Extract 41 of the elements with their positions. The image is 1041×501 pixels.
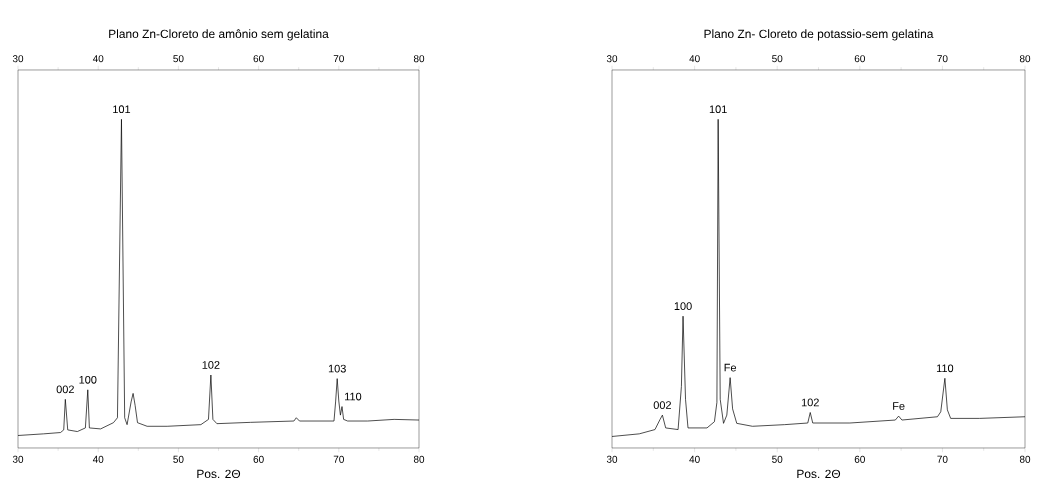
x2-tick-label: 50 (173, 55, 184, 63)
x2-tick-label: 70 (937, 55, 948, 63)
x-tick-label: 40 (689, 455, 700, 463)
chart-title: Plano Zn- Cloreto de potassio-sem gelatina (704, 29, 934, 41)
x-tick-label: 80 (413, 455, 425, 463)
x2-tick-label: 50 (772, 55, 783, 63)
x2-tick-label: 30 (12, 55, 24, 63)
annotation: 110 (345, 392, 362, 401)
annotation: 002 (56, 385, 74, 394)
x-tick-label: 70 (937, 455, 948, 463)
x-tick-label: 80 (1019, 455, 1031, 463)
x2-tick-label: 30 (606, 55, 618, 63)
x-tick-label: 50 (772, 455, 783, 463)
annotation: 100 (674, 302, 692, 310)
x-tick-label: 40 (92, 455, 104, 463)
x-tick-label: 60 (253, 455, 264, 463)
annotation: 103 (328, 364, 346, 373)
x2-tick-label: 60 (253, 55, 264, 63)
x-tick-label: 30 (606, 455, 618, 463)
x-tick-label: 70 (333, 455, 344, 463)
x2-tick-label: 80 (413, 55, 425, 63)
annotation: 101 (709, 105, 727, 114)
x-axis-title: Pos. 2Θ (197, 469, 241, 479)
x2-tick-label: 40 (689, 55, 700, 63)
annotation: 101 (113, 105, 131, 114)
annotation: 100 (79, 375, 97, 384)
x2-tick-label: 80 (1019, 55, 1031, 63)
x-tick-label: 50 (173, 455, 184, 463)
x-tick-label: 30 (12, 455, 24, 463)
chart-title: Plano Zn-Cloreto de amônio sem gelatina (109, 29, 329, 41)
x-tick-label: 60 (854, 455, 865, 463)
annotation: Fe (724, 363, 737, 372)
x2-tick-label: 70 (333, 55, 344, 63)
annotation: 110 (936, 364, 954, 373)
annotation: 102 (801, 398, 819, 407)
annotation: 102 (202, 361, 220, 369)
x2-tick-label: 60 (854, 55, 865, 63)
x2-tick-label: 40 (92, 55, 104, 63)
annotation: 002 (653, 401, 671, 409)
x-axis-title: Pos. 2Θ (797, 469, 841, 479)
annotation: Fe (893, 402, 905, 410)
